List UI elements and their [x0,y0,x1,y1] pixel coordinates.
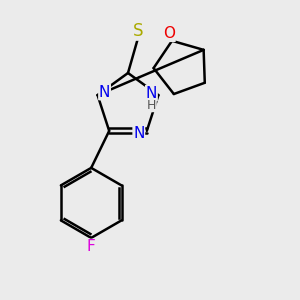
Text: N: N [99,85,110,100]
Text: F: F [87,239,96,254]
Text: S: S [133,22,143,40]
Text: O: O [163,26,175,41]
Text: H: H [147,99,156,112]
Text: N: N [146,85,157,100]
Text: N: N [133,126,145,141]
